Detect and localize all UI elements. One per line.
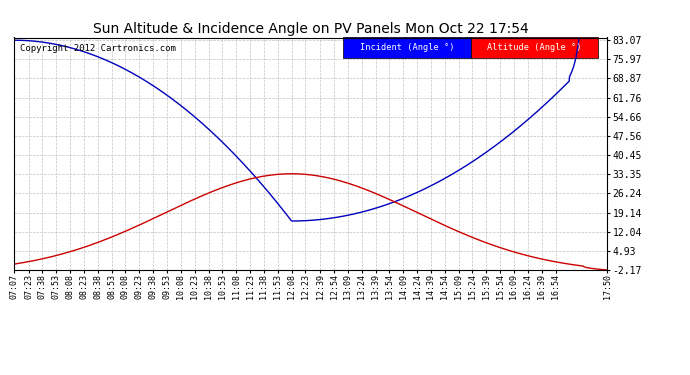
Text: Copyright 2012 Cartronics.com: Copyright 2012 Cartronics.com xyxy=(20,45,176,54)
Bar xyxy=(343,38,471,58)
Title: Sun Altitude & Incidence Angle on PV Panels Mon Oct 22 17:54: Sun Altitude & Incidence Angle on PV Pan… xyxy=(92,22,529,36)
Bar xyxy=(471,38,598,58)
Text: Incident (Angle °): Incident (Angle °) xyxy=(359,44,454,52)
Text: Altitude (Angle °): Altitude (Angle °) xyxy=(487,44,582,52)
